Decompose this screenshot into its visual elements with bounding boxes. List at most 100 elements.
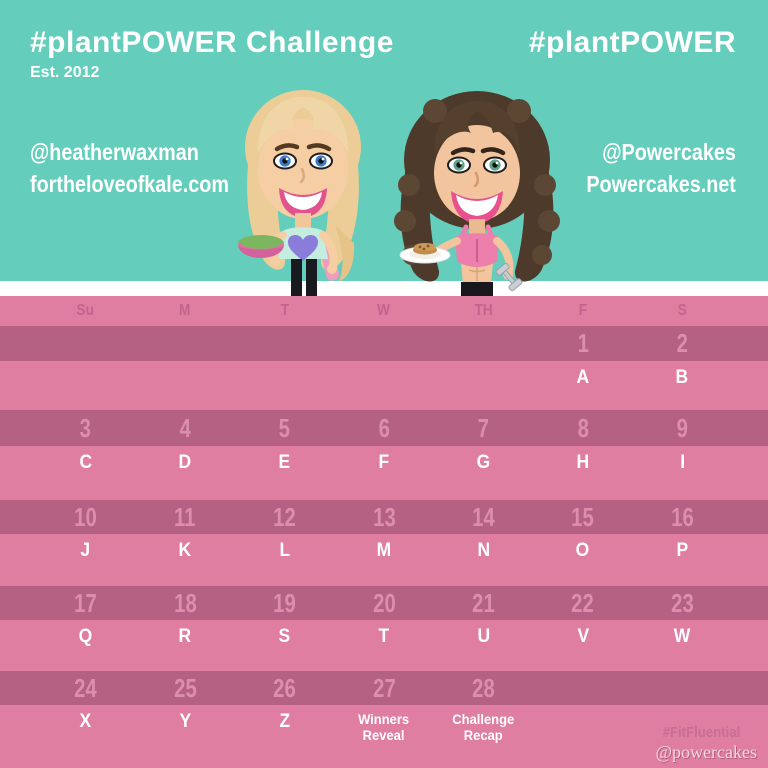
day-label-letter: X [79, 711, 92, 732]
date-number: 25 [173, 672, 197, 703]
calendar-cell: 22 [533, 588, 632, 619]
day-label-letter: Q [78, 626, 93, 647]
calendar-cell: 3 [36, 413, 135, 444]
day-label-letter: J [80, 540, 91, 561]
right-credit-block: @Powercakes Powercakes.net [586, 136, 736, 200]
calendar-cell: V [533, 620, 632, 648]
right-website: Powercakes.net [586, 171, 736, 197]
date-number: 9 [676, 412, 688, 443]
day-header: M [179, 302, 191, 319]
date-number: 1 [577, 328, 589, 358]
calendar-dates-row: 3 4 5 6 7 8 9 [0, 410, 768, 446]
day-header: T [280, 302, 289, 319]
day-label-letter: C [79, 452, 93, 473]
calendar-cell: F [334, 446, 433, 474]
date-number: 23 [670, 587, 694, 618]
calendar-dates-row: 10 11 12 13 14 15 16 [0, 500, 768, 534]
calendar-cell: S [235, 620, 334, 648]
calendar-cell: M [334, 534, 433, 562]
calendar-cell: A [533, 361, 632, 389]
day-header: S [677, 302, 687, 319]
brunette-eyes [447, 156, 507, 174]
calendar-cell: L [235, 534, 334, 562]
calendar-cell: 25 [135, 673, 234, 704]
page-title: #plantPOWER Challenge [30, 26, 394, 59]
date-number: 26 [273, 672, 296, 703]
left-handle: @heatherwaxman [30, 139, 199, 165]
salad-bowl [238, 235, 284, 258]
calendar-cell: T [235, 302, 334, 320]
day-label-letter: B [675, 367, 689, 388]
calendar-cell: Q [36, 620, 135, 648]
day-label-letter: P [676, 540, 689, 561]
hashtag-label: #plantPOWER [528, 26, 736, 59]
date-number: 3 [80, 412, 92, 443]
date-number: 16 [670, 501, 694, 532]
day-label-letter: V [577, 626, 589, 647]
calendar-cell: P [633, 534, 732, 562]
left-credit-block: @heatherwaxman fortheloveofkale.com [30, 136, 229, 200]
day-label-letter: L [279, 540, 290, 561]
brunette-neck [469, 219, 485, 237]
white-divider [0, 281, 768, 296]
calendar-cell: 10 [36, 502, 135, 533]
calendar-cell: M [135, 302, 234, 320]
day-label-letter: Challenge Recap [452, 712, 515, 744]
date-number: 7 [477, 412, 490, 443]
date-number: 17 [74, 587, 97, 618]
calendar-cell: G [434, 446, 533, 474]
blonde-eyes [273, 152, 333, 170]
day-label-letter: Z [279, 711, 290, 732]
date-number: 21 [472, 587, 495, 618]
day-label-letter: W [674, 626, 691, 647]
right-handle: @Powercakes [602, 139, 736, 165]
blonde-neck [295, 213, 311, 231]
date-number: 11 [174, 501, 196, 532]
day-header: Su [77, 302, 95, 319]
date-number: 14 [472, 501, 495, 532]
day-label-letter: M [376, 540, 392, 561]
calendar-labels-row: J K L M N O P [0, 534, 768, 586]
date-number: 6 [378, 412, 390, 443]
calendar-cell: W [334, 302, 433, 320]
avatar-blonde [238, 90, 361, 296]
calendar-dates-row: 17 18 19 20 21 22 23 [0, 586, 768, 620]
calendar-cell: J [36, 534, 135, 562]
day-label-letter: I [679, 452, 685, 473]
calendar-cell: Challenge Recap [434, 705, 533, 745]
calendar-cell: 2 [633, 328, 732, 359]
day-label-letter: Winners Reveal [358, 712, 410, 744]
date-number: 19 [273, 587, 296, 618]
calendar-cell: N [434, 534, 533, 562]
calendar-cell: F [533, 302, 632, 320]
date-number: 13 [372, 501, 396, 532]
calendar-cell: 27 [334, 673, 433, 704]
brunette-eyebrows [450, 147, 476, 156]
calendar-cell: 11 [135, 502, 234, 533]
calendar-labels-row: X Y Z Winners Reveal Challenge Recap [0, 705, 768, 768]
calendar-cell: 6 [334, 413, 433, 444]
calendar-cell: I [633, 446, 732, 474]
date-number: 22 [571, 587, 595, 618]
calendar-cell: 17 [36, 588, 135, 619]
blonde-arm-right [319, 231, 338, 271]
heart-icon [287, 234, 319, 261]
calendar-cell: Su [36, 302, 135, 320]
day-label-letter: G [476, 452, 491, 473]
calendar-cell: T [334, 620, 433, 648]
left-website: fortheloveofkale.com [30, 171, 229, 197]
calendar: Su M T W TH F S 1 2 A B 3 4 5 6 7 8 9 C D E F G H I 10 11 12 13 14 15 1… [0, 296, 768, 768]
calendar-cell: U [434, 620, 533, 648]
calendar-labels-row: Q R S T U V W [0, 620, 768, 671]
date-number: 12 [273, 501, 296, 532]
calendar-cell: Winners Reveal [334, 705, 433, 745]
day-label-letter: E [278, 452, 291, 473]
avatars-illustration [238, 90, 560, 296]
calendar-cell: 16 [633, 502, 732, 533]
brunette-shorts [461, 282, 493, 296]
calendar-cell: 12 [235, 502, 334, 533]
calendar-cell: S [633, 302, 732, 320]
calendar-cell: 26 [235, 673, 334, 704]
